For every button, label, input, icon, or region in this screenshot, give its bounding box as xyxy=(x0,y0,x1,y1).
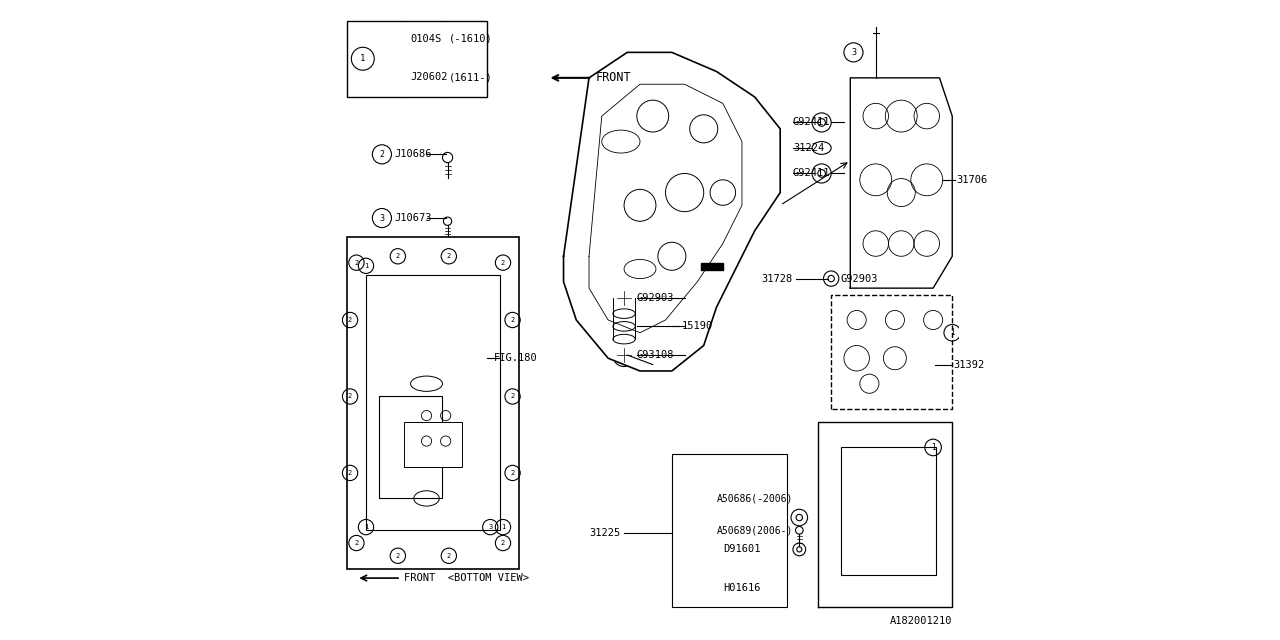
Text: 1: 1 xyxy=(950,328,955,337)
Bar xyxy=(347,237,518,568)
Text: D91601: D91601 xyxy=(723,545,760,554)
Bar xyxy=(841,447,936,575)
Text: (1611-): (1611-) xyxy=(449,72,493,82)
Text: G92411: G92411 xyxy=(792,118,831,127)
Text: 2: 2 xyxy=(500,260,506,266)
Text: 2: 2 xyxy=(355,540,358,546)
Polygon shape xyxy=(563,52,781,371)
Text: J20602: J20602 xyxy=(411,72,448,82)
Bar xyxy=(347,20,488,97)
Text: G92411: G92411 xyxy=(792,168,831,179)
Text: 31224: 31224 xyxy=(792,143,824,153)
Text: G92903: G92903 xyxy=(637,292,675,303)
Text: 2: 2 xyxy=(447,253,451,259)
Bar xyxy=(366,275,499,531)
Text: FIG.180: FIG.180 xyxy=(493,353,538,364)
Text: 31225: 31225 xyxy=(590,529,621,538)
Polygon shape xyxy=(818,422,952,607)
Text: G93108: G93108 xyxy=(637,350,675,360)
Text: 2: 2 xyxy=(348,470,352,476)
Text: 1: 1 xyxy=(360,54,366,63)
Text: 2: 2 xyxy=(396,553,399,559)
Text: 2: 2 xyxy=(348,394,352,399)
Text: FRONT: FRONT xyxy=(595,71,631,84)
Text: 0104S: 0104S xyxy=(411,34,442,44)
Polygon shape xyxy=(831,294,952,409)
Text: 1: 1 xyxy=(364,524,369,530)
Text: G92903: G92903 xyxy=(841,273,878,284)
Text: 2: 2 xyxy=(379,150,384,159)
Text: 3: 3 xyxy=(379,214,384,223)
Text: (-1610): (-1610) xyxy=(449,34,493,44)
Text: J10686: J10686 xyxy=(394,149,433,159)
Text: FRONT  <BOTTOM VIEW>: FRONT <BOTTOM VIEW> xyxy=(404,573,529,583)
Bar xyxy=(379,396,443,499)
Text: 2: 2 xyxy=(396,253,399,259)
Text: 2: 2 xyxy=(500,540,506,546)
Text: 2: 2 xyxy=(355,260,358,266)
Text: J10673: J10673 xyxy=(394,213,433,223)
Text: 15190: 15190 xyxy=(681,321,713,332)
Text: A50689(2006-): A50689(2006-) xyxy=(717,525,792,535)
Text: 2: 2 xyxy=(447,553,451,559)
Text: 3: 3 xyxy=(488,524,493,530)
Text: 3: 3 xyxy=(851,48,856,57)
Text: A50686(-2006): A50686(-2006) xyxy=(717,493,792,504)
Bar xyxy=(404,422,462,467)
Text: H01616: H01616 xyxy=(723,582,760,593)
Text: 1: 1 xyxy=(500,524,506,530)
Text: 2: 2 xyxy=(348,317,352,323)
Text: 1: 1 xyxy=(931,443,936,452)
Text: A182001210: A182001210 xyxy=(890,616,952,626)
Text: 31392: 31392 xyxy=(954,360,984,370)
Text: 1: 1 xyxy=(364,263,369,269)
Text: 2: 2 xyxy=(511,394,515,399)
Bar xyxy=(672,454,787,607)
Text: 2: 2 xyxy=(511,470,515,476)
Text: 2: 2 xyxy=(511,317,515,323)
Polygon shape xyxy=(850,78,952,288)
Text: 31706: 31706 xyxy=(956,175,988,185)
Text: 31728: 31728 xyxy=(762,273,792,284)
